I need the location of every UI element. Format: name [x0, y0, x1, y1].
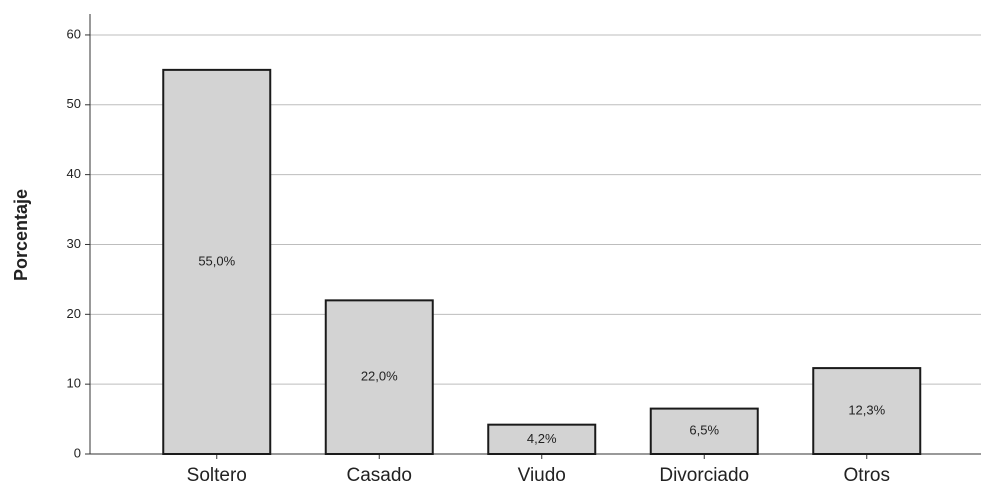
value-label: 6,5% [689, 423, 719, 438]
y-tick-label: 10 [67, 376, 81, 391]
value-label: 4,2% [527, 431, 557, 446]
value-label: 55,0% [198, 253, 235, 268]
y-axis-title: Porcentaje [11, 189, 31, 281]
y-tick-label: 0 [74, 445, 81, 460]
x-tick-label: Divorciado [659, 465, 749, 486]
x-tick-label: Viudo [518, 465, 566, 486]
y-tick-label: 30 [67, 236, 81, 251]
y-tick-label: 60 [67, 26, 81, 41]
y-tick-label: 20 [67, 306, 81, 321]
bar [812, 367, 922, 456]
x-tick-label: Soltero [187, 465, 247, 486]
bar [649, 407, 759, 456]
x-tick-label: Casado [347, 465, 413, 486]
y-tick-label: 40 [67, 166, 81, 181]
value-label: 22,0% [361, 369, 398, 384]
y-tick-label: 50 [67, 96, 81, 111]
value-label: 12,3% [848, 402, 885, 417]
x-tick-label: Otros [844, 465, 890, 486]
bar [324, 299, 434, 455]
bar [487, 423, 597, 455]
bar [162, 68, 272, 455]
